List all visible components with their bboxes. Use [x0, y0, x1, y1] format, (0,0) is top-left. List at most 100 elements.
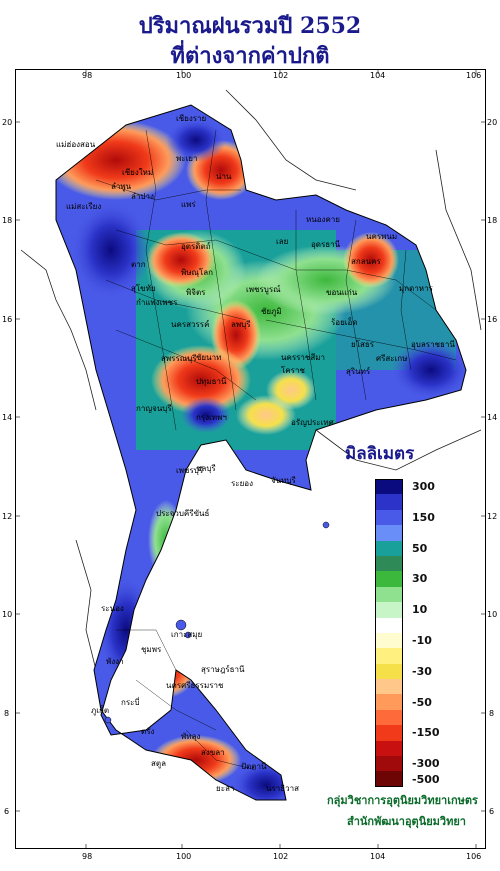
- legend-title: มิลลิเมตร: [345, 444, 415, 464]
- station-label: ชุมพร: [141, 645, 162, 654]
- lat-label-right: 8: [489, 709, 495, 718]
- station-label: สตูล: [151, 759, 166, 768]
- legend-label: -500: [412, 772, 440, 786]
- lat-label-left: 8: [4, 709, 10, 718]
- station-label: อุบลราชธานี: [411, 340, 455, 349]
- station-label: นครศรีธรรมราช: [166, 681, 224, 690]
- legend-swatch: [375, 586, 403, 603]
- station-label: แพร่: [181, 200, 196, 209]
- station-label: กาญจนบุรี: [136, 404, 172, 413]
- credit-line-1: กลุ่มวิชาการอุตุนิยมวิทยาเกษตร: [327, 794, 478, 807]
- station-label: ระยอง: [231, 479, 253, 488]
- station-label: ศรีสะเกษ: [376, 354, 408, 363]
- legend-swatch: [375, 617, 403, 633]
- legend-swatch: [375, 632, 403, 649]
- station-label: สงขลา: [201, 748, 225, 757]
- lat-label-right: 16: [487, 315, 498, 324]
- legend-colorbar: [375, 479, 403, 787]
- lat-label-right: 6: [489, 807, 495, 816]
- province-borders: [95, 129, 457, 771]
- lon-label-top: 100: [176, 71, 192, 80]
- lon-label-top: 102: [273, 71, 289, 80]
- station-label: ตาก: [131, 260, 146, 269]
- station-label: สกลนคร: [351, 257, 381, 266]
- legend-swatch: [375, 725, 403, 741]
- legend-swatch: [375, 525, 403, 541]
- lon-label-bottom: 100: [176, 852, 192, 861]
- map-title: ปริมาณฝนรวมปี 2552: [138, 13, 362, 39]
- station-label: นครราชสีมา: [281, 353, 325, 362]
- legend-swatch: [375, 555, 403, 572]
- lat-label-left: 18: [2, 216, 13, 225]
- station-label: เพชรบุรี: [176, 466, 204, 475]
- legend-swatch: [375, 771, 403, 787]
- station-label: เพชรบูรณ์: [246, 285, 281, 294]
- thailand-outline: [55, 104, 467, 801]
- station-label: หนองคาย: [306, 215, 340, 224]
- lat-label-right: 10: [487, 610, 498, 619]
- station-label: โคราช: [281, 366, 305, 375]
- legend-swatch: [375, 571, 403, 587]
- legend-swatch: [375, 602, 403, 618]
- station-label: ลำปาง: [131, 192, 154, 201]
- station-label: ประจวบคีรีขันธ์: [156, 509, 210, 518]
- legend-swatch: [375, 648, 403, 664]
- legend-label: -50: [412, 695, 432, 709]
- station-label: ยะลา: [216, 784, 235, 793]
- station-label: เลย: [276, 237, 289, 246]
- lat-label-right: 18: [487, 216, 498, 225]
- station-label: เชียงใหม่: [122, 168, 154, 177]
- station-label: ลำพูน: [111, 182, 132, 191]
- station-label: กระบี่: [121, 698, 140, 707]
- rainfall-anomaly-map: [16, 70, 485, 848]
- lat-label-left: 12: [2, 512, 13, 521]
- lat-label-right: 14: [487, 413, 498, 422]
- lon-label-bottom: 104: [370, 852, 386, 861]
- station-label: กำแพงเพชร: [136, 298, 178, 307]
- lon-label-bottom: 102: [273, 852, 289, 861]
- station-label: พัทลุง: [181, 732, 201, 741]
- lat-label-left: 20: [2, 118, 13, 127]
- station-label: สุรินทร์: [346, 367, 371, 376]
- lat-label-right: 20: [487, 118, 498, 127]
- station-label: พิจิตร: [186, 288, 206, 297]
- lat-label-left: 6: [4, 807, 10, 816]
- legend-swatch: [375, 756, 403, 772]
- legend-swatch: [375, 509, 403, 526]
- station-label: อุตรดิตถ์: [181, 242, 211, 251]
- station-label: ลพบุรี: [231, 320, 251, 329]
- legend-label: -150: [412, 726, 440, 740]
- legend-label: -30: [412, 664, 432, 678]
- station-label: แม่สะเรียง: [66, 202, 102, 211]
- legend-swatch: [375, 679, 403, 695]
- lat-label-left: 14: [2, 413, 13, 422]
- station-label: พะเยา: [176, 154, 198, 163]
- station-label: ชัยนาท: [196, 353, 222, 362]
- legend-label: -10: [412, 634, 432, 647]
- lon-label-bottom: 106: [466, 852, 482, 861]
- station-label: เกาะสมุย: [171, 630, 203, 639]
- station-label: ปัตตานี: [241, 762, 267, 771]
- station-label: ชัยภูมิ: [261, 307, 282, 316]
- legend-label: 30: [412, 572, 428, 586]
- station-label: ตรัง: [141, 727, 155, 736]
- legend-swatch: [375, 694, 403, 710]
- legend-swatch: [375, 540, 403, 556]
- station-label: ขอนแก่น: [326, 288, 358, 297]
- credit-line-2: สำนักพัฒนาอุตุนิยมวิทยา: [347, 815, 466, 828]
- station-label: จันทบุรี: [271, 476, 296, 485]
- legend-swatch: [375, 709, 403, 726]
- station-label: ยโสธร: [351, 340, 375, 349]
- neighbor-borders: [20, 89, 482, 671]
- station-label: พิษณุโลก: [181, 268, 214, 277]
- station-label: นครพนม: [366, 232, 398, 241]
- station-label: ชลบุรี: [196, 464, 216, 473]
- legend-swatch: [375, 740, 403, 757]
- station-label: แม่ฮ่องสอน: [56, 140, 96, 149]
- station-label: กรุงเทพฯ: [196, 413, 227, 422]
- legend-label: 50: [412, 541, 428, 555]
- station-label: เชียงราย: [176, 114, 207, 123]
- station-label: สุโขทัย: [131, 284, 156, 293]
- station-label: นราธิวาส: [266, 784, 300, 793]
- lat-label-left: 10: [2, 610, 13, 619]
